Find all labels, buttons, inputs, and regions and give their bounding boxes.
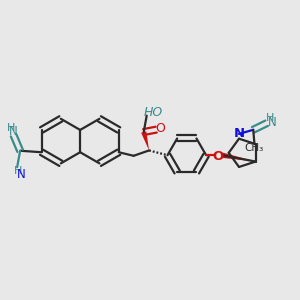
Text: N: N — [16, 168, 26, 181]
Text: N: N — [233, 128, 244, 140]
Text: N: N — [9, 125, 17, 138]
Text: N: N — [268, 116, 277, 129]
Text: O: O — [213, 150, 224, 163]
Polygon shape — [141, 131, 149, 150]
Text: H: H — [14, 166, 22, 176]
Text: CH₃: CH₃ — [245, 143, 264, 153]
Text: H: H — [266, 113, 275, 124]
Text: O: O — [155, 122, 165, 135]
Polygon shape — [222, 153, 256, 162]
Text: HO: HO — [144, 106, 163, 119]
Text: H: H — [6, 123, 15, 133]
